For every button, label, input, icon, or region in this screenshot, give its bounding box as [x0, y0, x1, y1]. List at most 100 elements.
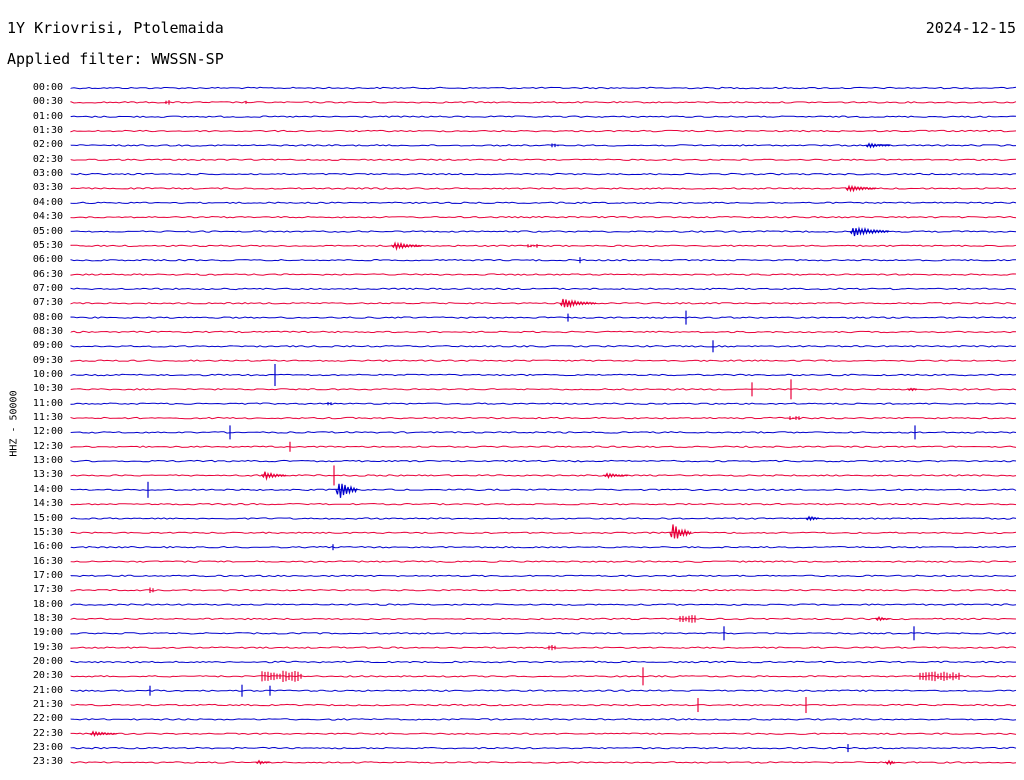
seismic-event — [149, 587, 154, 593]
time-tick-label: 00:30 — [32, 96, 63, 108]
trace-line — [70, 359, 1017, 362]
time-tick-label: 18:30 — [32, 612, 63, 624]
plot-date: 2024-12-15 — [925, 19, 1016, 37]
seismic-event — [261, 471, 287, 481]
time-tick-label: 14:00 — [32, 483, 63, 495]
time-tick-label: 13:00 — [32, 455, 63, 467]
time-tick-label: 05:00 — [32, 225, 63, 237]
time-tick-label: 19:30 — [32, 641, 63, 653]
trace-line — [70, 330, 1017, 334]
seismic-event — [669, 524, 692, 539]
time-tick-label: 15:00 — [32, 512, 63, 524]
time-tick-label: 16:00 — [32, 541, 63, 553]
trace-line — [70, 488, 1017, 492]
trace-line — [70, 531, 1017, 535]
trace-line — [70, 732, 1017, 735]
time-tick-label: 02:00 — [32, 139, 63, 151]
seismic-event — [255, 759, 270, 765]
trace-line — [70, 302, 1016, 305]
trace-line — [70, 675, 1017, 678]
trace-line — [70, 474, 1017, 477]
seismic-event — [165, 100, 170, 105]
time-tick-label: 10:00 — [32, 369, 63, 380]
trace-line — [70, 172, 1017, 176]
trace-line — [70, 129, 1017, 133]
time-tick-label: 18:00 — [32, 598, 63, 610]
trace-line — [70, 431, 1017, 434]
trace-line — [70, 345, 1017, 348]
trace-line — [70, 258, 1016, 262]
seismic-event — [527, 244, 538, 248]
trace-line — [70, 115, 1017, 118]
station-title: 1Y Kriovrisi, Ptolemaida — [7, 19, 224, 37]
trace-line — [70, 459, 1017, 463]
trace-line — [70, 761, 1017, 764]
time-tick-label: 22:30 — [32, 727, 63, 739]
time-tick-label: 09:00 — [32, 340, 63, 352]
seismic-event — [559, 298, 597, 309]
time-tick-label: 02:30 — [32, 153, 63, 165]
seismic-event — [551, 143, 559, 148]
time-tick-label: 00:00 — [32, 82, 63, 93]
seismic-event — [919, 671, 960, 682]
time-tick-label: 19:00 — [32, 627, 63, 639]
time-tick-label: 10:30 — [32, 383, 63, 395]
time-tick-label: 16:30 — [32, 555, 63, 567]
seismic-event — [849, 226, 890, 237]
time-tick-label: 11:30 — [32, 412, 63, 424]
time-tick-label: 01:30 — [32, 125, 63, 137]
time-tick-label: 08:30 — [32, 325, 63, 337]
seismic-event — [789, 416, 800, 420]
time-tick-label: 01:00 — [32, 110, 63, 122]
trace-line — [70, 603, 1017, 607]
trace-line — [70, 86, 1017, 90]
time-tick-label: 03:30 — [32, 182, 63, 194]
time-tick-label: 15:30 — [32, 526, 63, 538]
seismic-event — [875, 615, 890, 622]
trace-line — [70, 158, 1017, 161]
seismic-event — [89, 730, 118, 738]
time-tick-label: 14:30 — [32, 498, 63, 510]
trace-line — [70, 574, 1017, 578]
trace-line — [70, 718, 1017, 721]
time-tick-label: 17:00 — [32, 569, 63, 581]
seismic-event — [603, 472, 629, 479]
seismic-event — [261, 670, 302, 682]
time-tick-label: 17:30 — [32, 584, 63, 596]
time-tick-label: 11:00 — [32, 397, 63, 409]
trace-line — [70, 388, 1017, 391]
filter-label: Applied filter: WWSSN-SP — [7, 50, 224, 68]
trace-line — [70, 144, 1017, 147]
time-tick-label: 13:30 — [32, 469, 63, 481]
trace-line — [70, 101, 1017, 104]
time-tick-label: 22:00 — [32, 713, 63, 725]
time-tick-label: 20:30 — [32, 670, 63, 682]
seismic-event — [865, 142, 891, 149]
time-tick-label: 09:30 — [32, 354, 63, 366]
time-tick-label: 05:30 — [32, 239, 63, 251]
time-tick-label: 07:00 — [32, 282, 63, 294]
time-tick-label: 06:30 — [32, 268, 63, 280]
seismic-event — [845, 184, 877, 193]
seismic-event — [805, 515, 820, 522]
time-tick-label: 06:00 — [32, 254, 63, 266]
trace-line — [70, 402, 1017, 405]
trace-line — [70, 215, 1017, 219]
time-tick-label: 04:00 — [32, 196, 63, 208]
seismic-event — [885, 759, 896, 766]
time-tick-label: 21:00 — [32, 684, 63, 696]
trace-line — [70, 646, 1017, 649]
seismic-event — [391, 241, 423, 252]
time-tick-label: 23:30 — [32, 756, 63, 768]
time-tick-label: 07:30 — [32, 297, 63, 309]
seismic-event — [679, 615, 696, 623]
trace-line — [70, 287, 1017, 291]
trace-line — [70, 273, 1017, 276]
trace-line — [70, 545, 1017, 549]
trace-line — [70, 316, 1017, 319]
time-tick-label: 23:00 — [32, 742, 63, 754]
time-tick-label: 04:30 — [32, 211, 63, 223]
trace-line — [70, 589, 1017, 592]
seismic-event — [327, 402, 332, 406]
